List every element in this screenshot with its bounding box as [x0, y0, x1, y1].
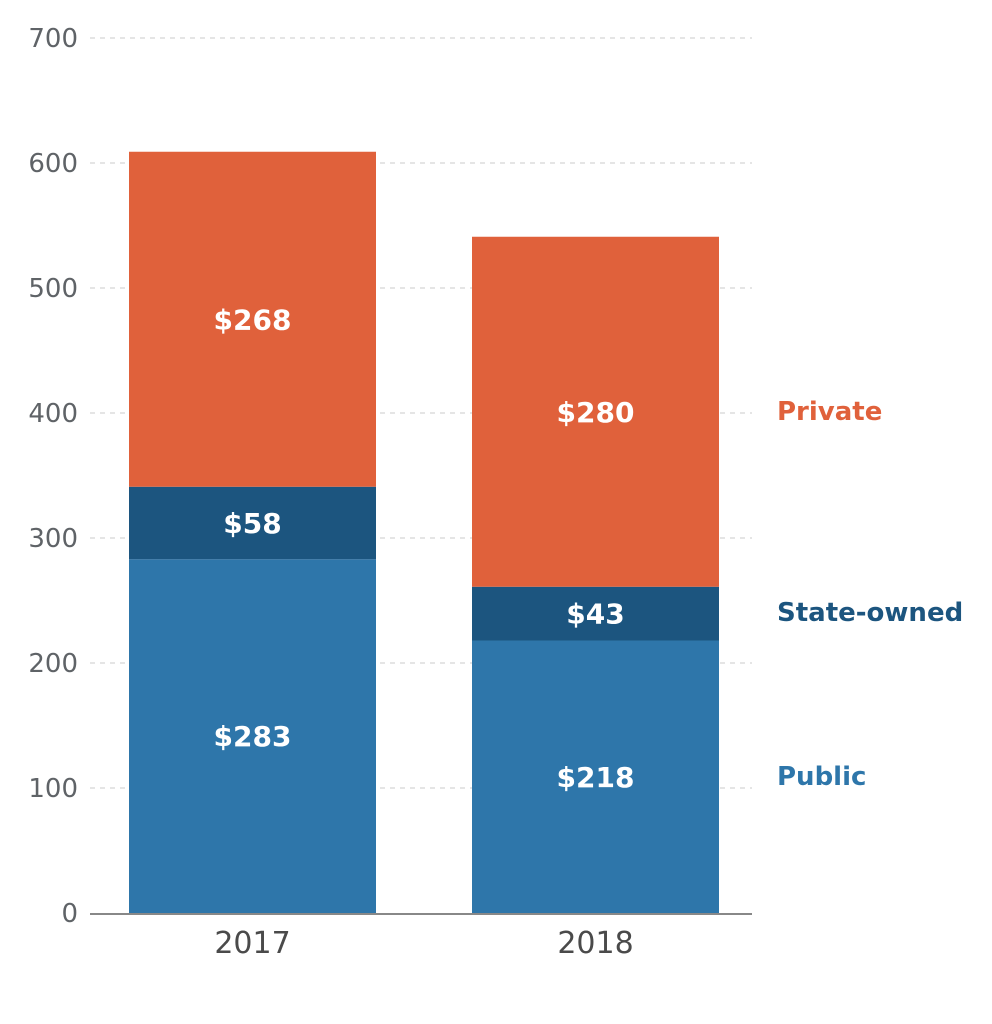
value-label: $218	[557, 761, 635, 794]
y-axis-ticks: 0 100 200 300 400 500 600 700	[28, 24, 78, 929]
bar-private-2018	[472, 236, 719, 587]
y-tick-label: 200	[28, 649, 78, 679]
bar-private-2017	[129, 151, 376, 487]
y-tick-label: 400	[28, 399, 78, 429]
bars	[129, 151, 719, 913]
y-tick-label: 500	[28, 274, 78, 304]
legend-private: Private	[777, 397, 882, 427]
x-tick-label: 2018	[557, 926, 633, 961]
y-tick-label: 700	[28, 24, 78, 54]
value-label: $58	[223, 507, 281, 540]
y-tick-label: 0	[61, 899, 78, 929]
value-label: $283	[214, 720, 292, 753]
value-label: $280	[557, 396, 635, 429]
x-axis-labels: 2017 2018	[214, 926, 633, 961]
x-tick-label: 2017	[214, 926, 290, 961]
bar-public-2018	[472, 640, 719, 913]
legend-public: Public	[777, 762, 866, 792]
bar-state-owned-2017	[129, 486, 376, 560]
bar-public-2017	[129, 559, 376, 913]
value-label: $268	[214, 303, 292, 336]
legend: Public State-owned Private	[777, 397, 963, 792]
value-labels: $283 $58 $268 $218 $43 $280	[214, 303, 635, 794]
y-tick-label: 100	[28, 774, 78, 804]
bar-state-owned-2018	[472, 586, 719, 641]
y-tick-label: 300	[28, 524, 78, 554]
y-tick-label: 600	[28, 149, 78, 179]
value-label: $43	[566, 598, 624, 631]
legend-state-owned: State-owned	[777, 598, 963, 628]
